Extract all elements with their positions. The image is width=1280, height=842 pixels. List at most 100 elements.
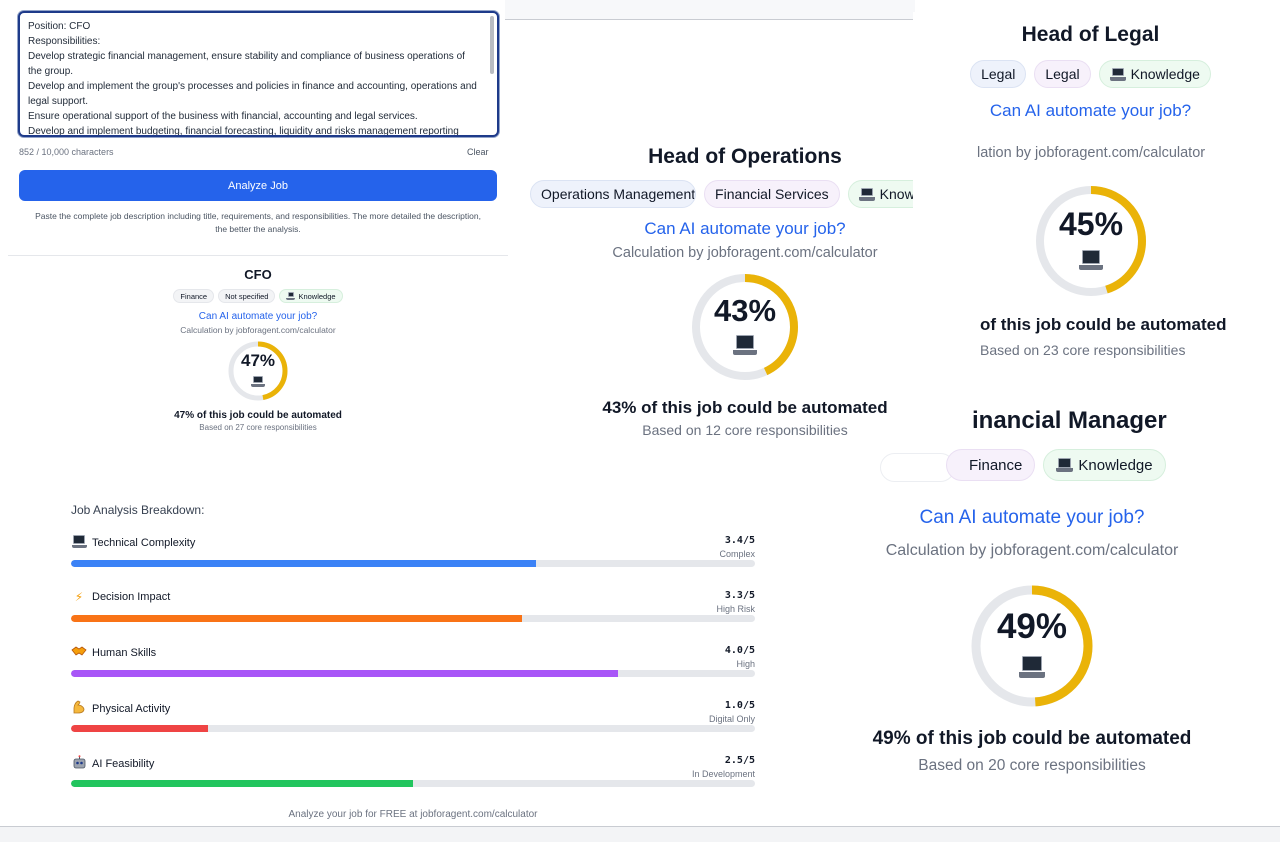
automation-percent: 47% — [240, 351, 276, 370]
donut-arc — [1036, 186, 1146, 296]
automation-percent: 45% — [1058, 206, 1124, 242]
metric-bar-track — [71, 780, 755, 787]
automation-summary: 43% of this job could be automated — [602, 398, 888, 417]
automate-question-link[interactable]: Can AI automate your job? — [198, 311, 318, 322]
metric-label: Physical Activity — [92, 702, 171, 715]
analyze-job-button[interactable]: Analyze Job — [19, 170, 497, 201]
job-title: Head of Operations — [648, 145, 842, 168]
metric-score: 1.0/5 — [724, 700, 755, 711]
job-title: inancial Manager — [972, 407, 1167, 434]
textarea-line: Develop and implement budgeting, financi… — [28, 126, 459, 137]
automation-donut: 45% — [1035, 185, 1147, 297]
calculation-credit: Calculation by jobforagent.com/calculato… — [612, 245, 878, 261]
metric-bar-fill — [71, 780, 413, 787]
metric-bar-track — [71, 560, 755, 567]
automation-donut: 47% — [228, 341, 288, 401]
laptop-icon — [251, 376, 265, 387]
responsibilities-count: Based on 27 core responsibilities — [199, 423, 317, 432]
tag-knowledge: Knowledge — [1098, 60, 1211, 88]
responsibilities-count: Based on 23 core responsibilities — [980, 342, 1186, 358]
calculation-credit: Calculation by jobforagent.com/calculato… — [885, 542, 1179, 559]
metric-level: High — [736, 659, 755, 669]
laptop-icon — [1109, 67, 1126, 81]
metric-label: Technical Complexity — [92, 537, 196, 549]
textarea-scrollbar[interactable] — [490, 16, 494, 74]
result-card-cfo: CFO Finance Not specified Knowledge Can … — [108, 266, 408, 432]
laptop-icon — [286, 292, 296, 300]
metric-score: 3.3/5 — [724, 590, 755, 601]
tag-category: Operations Management — [530, 180, 697, 208]
result-card-legal: Head of Legal Legal Legal Knowledge Can … — [913, 12, 1280, 392]
metric-decision-impact: ⚡ Decision Impact 3.3/5 High Risk — [71, 590, 755, 638]
automation-percent: 43% — [713, 293, 777, 328]
donut-arc — [228, 341, 288, 401]
automation-percent: 49% — [996, 607, 1068, 646]
automation-donut: 43% — [691, 273, 799, 381]
automation-summary: 49% of this job could be automated — [872, 728, 1192, 749]
metric-score: 3.4/5 — [724, 535, 755, 546]
input-hint: Paste the complete job description inclu… — [35, 211, 481, 234]
bottom-band — [0, 826, 1280, 842]
textarea-line: Responsibilities: — [28, 36, 101, 47]
tag-knowledge: Knowledge — [1043, 449, 1166, 481]
section-divider — [8, 255, 508, 256]
automate-question-link[interactable]: Can AI automate your job? — [919, 507, 1145, 528]
metric-score: 2.5/5 — [724, 755, 755, 766]
responsibilities-count: Based on 20 core responsibilities — [918, 757, 1146, 774]
laptop-icon — [733, 335, 757, 355]
tag-industry: Legal — [1034, 60, 1091, 88]
tag-knowledge: Knowledge — [279, 289, 343, 303]
metric-bar-fill — [71, 560, 537, 567]
metric-technical-complexity: Technical Complexity 3.4/5 Complex — [71, 535, 755, 583]
metric-ai-feasibility: AI Feasibility 2.5/5 In Development — [71, 755, 755, 803]
handshake-icon — [71, 645, 87, 660]
metric-human-skills: Human Skills 4.0/5 High — [71, 645, 755, 693]
automate-question-link[interactable]: Can AI automate your job? — [644, 219, 846, 238]
footer-cta[interactable]: Analyze your job for FREE at jobforagent… — [288, 809, 538, 820]
tag-hidden — [880, 453, 955, 482]
tag-category: Finance — [173, 289, 215, 303]
tag-industry: Not specified — [218, 289, 276, 303]
textarea-line: Develop strategic financial management, … — [28, 51, 465, 77]
donut-arc — [971, 585, 1093, 707]
metric-level: Complex — [719, 549, 755, 559]
tag-industry: Financial Services — [704, 180, 840, 208]
calculation-credit: lation by jobforagent.com/calculator — [977, 145, 1206, 161]
automation-summary: 47% of this job could be automated — [174, 410, 342, 421]
job-title: CFO — [244, 267, 272, 282]
metric-bar-track — [71, 670, 755, 677]
result-card-operations: Head of Operations Operations Management… — [520, 143, 970, 438]
metric-bar-fill — [71, 615, 523, 622]
robot-icon — [71, 755, 87, 772]
job-title: Head of Legal — [1021, 23, 1160, 46]
metric-physical-activity: Physical Activity 1.0/5 Digital Only — [71, 700, 755, 748]
flexed-biceps-icon — [71, 700, 87, 717]
clear-button[interactable]: Clear — [467, 147, 489, 157]
metric-bar-track — [71, 615, 755, 622]
metric-level: Digital Only — [708, 714, 755, 724]
responsibilities-count: Based on 12 core responsibilities — [642, 422, 848, 438]
metric-label: AI Feasibility — [92, 757, 155, 770]
laptop-icon — [1056, 458, 1074, 472]
metric-bar-track — [71, 725, 755, 732]
job-description-textarea[interactable]: Position: CFO Responsibilities: Develop … — [18, 11, 499, 137]
top-band — [505, 0, 915, 19]
textarea-line: Develop and implement the group's proces… — [28, 81, 477, 107]
character-count: 852 / 10,000 characters — [19, 147, 114, 157]
donut-arc — [692, 274, 798, 380]
tag-industry: Finance — [946, 449, 1036, 481]
automation-summary: of this job could be automated — [980, 315, 1227, 334]
calculation-credit: Calculation by jobforagent.com/calculato… — [180, 325, 336, 335]
laptop-icon — [858, 187, 875, 201]
textarea-line: Ensure operational support of the busine… — [28, 111, 418, 122]
laptop-icon — [1079, 250, 1103, 270]
metric-bar-fill — [71, 670, 619, 677]
top-divider — [505, 19, 915, 20]
metric-score: 4.0/5 — [724, 645, 755, 656]
breakdown-title: Job Analysis Breakdown: — [71, 503, 205, 517]
metric-label: Human Skills — [92, 646, 157, 659]
lightning-icon: ⚡ — [74, 590, 84, 604]
laptop-icon — [71, 535, 87, 551]
automation-donut: 49% — [970, 584, 1094, 708]
automate-question-link[interactable]: Can AI automate your job? — [989, 101, 1192, 120]
